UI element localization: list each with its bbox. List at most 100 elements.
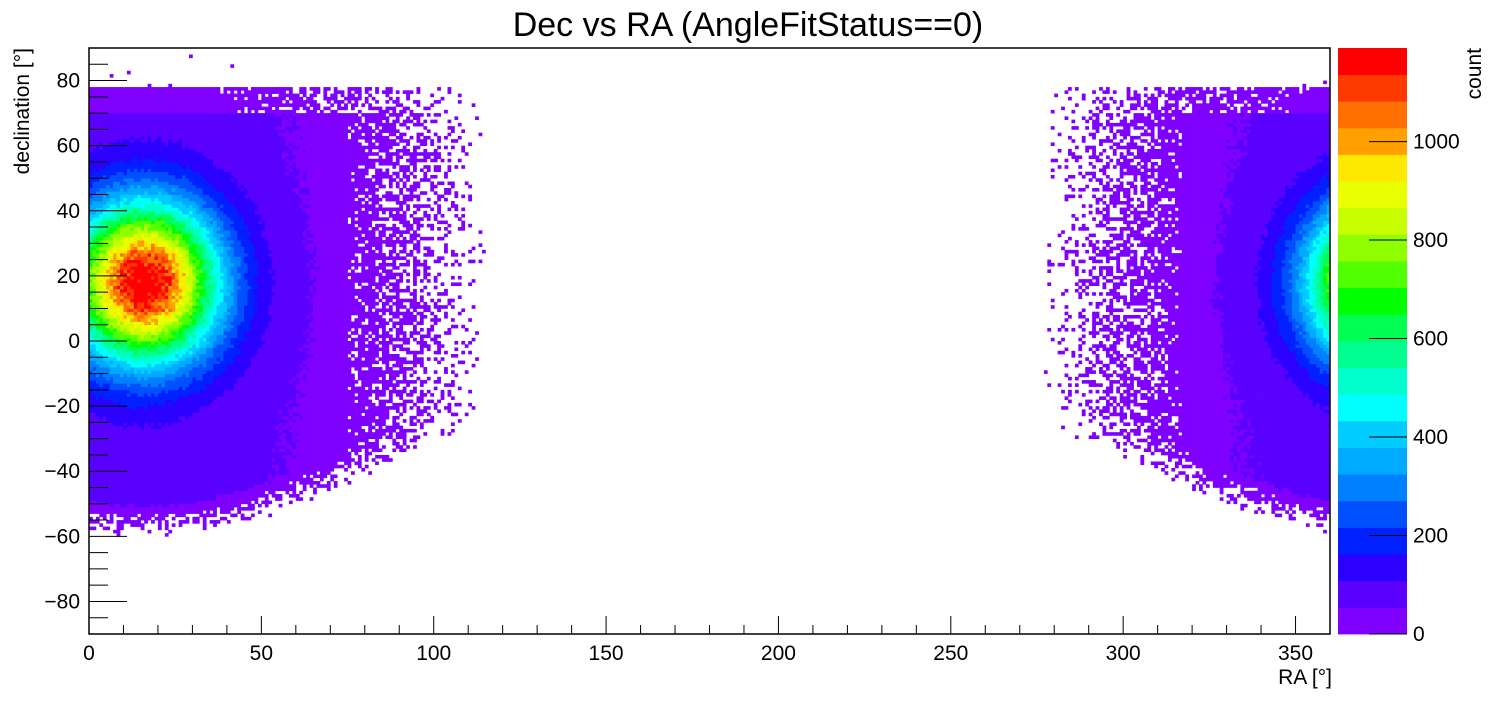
- heatmap-cell: [202, 334, 207, 339]
- heatmap-cell: [133, 90, 138, 94]
- heatmap-cell: [192, 419, 197, 423]
- heatmap-cell: [195, 480, 200, 485]
- heatmap-cell: [140, 409, 145, 413]
- heatmap-cell: [109, 288, 114, 293]
- heatmap-cell: [154, 500, 159, 505]
- heatmap-cell: [188, 194, 193, 199]
- heatmap-cell: [209, 87, 214, 91]
- heatmap-cell: [109, 292, 114, 296]
- heatmap-cell: [192, 454, 197, 459]
- heatmap-cell: [113, 500, 117, 505]
- heatmap-cell: [109, 461, 114, 466]
- heatmap-cell: [89, 155, 93, 160]
- heatmap-cell: [133, 106, 138, 111]
- heatmap-cell: [161, 393, 166, 397]
- heatmap-cell: [102, 422, 107, 426]
- heatmap-cell: [99, 174, 104, 179]
- heatmap-cell: [164, 223, 169, 228]
- heatmap-cell: [89, 445, 93, 449]
- heatmap-cell: [182, 305, 186, 309]
- heatmap-cell: [116, 415, 121, 420]
- heatmap-cell: [109, 119, 114, 124]
- heatmap-cell: [209, 347, 214, 352]
- heatmap-cell: [161, 207, 166, 212]
- heatmap-cell: [126, 223, 131, 228]
- heatmap-cell: [192, 240, 197, 244]
- heatmap-cell: [206, 256, 211, 260]
- heatmap-cell: [113, 477, 117, 482]
- heatmap-cell: [151, 441, 155, 446]
- heatmap-cell: [120, 500, 124, 505]
- heatmap-cell: [202, 285, 207, 290]
- heatmap-cell: [175, 295, 179, 300]
- heatmap-cell: [164, 275, 169, 280]
- heatmap-cell: [109, 445, 114, 449]
- heatmap-cell: [213, 100, 217, 104]
- heatmap-cell: [144, 494, 148, 498]
- heatmap-cell: [206, 438, 211, 443]
- heatmap-cell: [192, 178, 197, 182]
- heatmap-cell: [92, 96, 97, 101]
- heatmap-cell: [109, 422, 114, 426]
- heatmap-cell: [99, 507, 104, 511]
- heatmap-cell: [216, 357, 221, 361]
- heatmap-cell: [171, 396, 176, 400]
- heatmap-cell: [140, 344, 145, 348]
- heatmap-cell: [151, 132, 155, 137]
- heatmap-cell: [199, 409, 204, 413]
- heatmap-cell: [109, 337, 114, 342]
- heatmap-cell: [151, 181, 155, 186]
- heatmap-cell: [106, 256, 111, 260]
- heatmap-cell: [95, 165, 100, 169]
- heatmap-cell: [154, 497, 159, 501]
- heatmap-cell: [175, 357, 179, 361]
- heatmap-cell: [106, 100, 111, 104]
- heatmap-cell: [151, 406, 155, 410]
- heatmap-cell: [95, 500, 100, 505]
- heatmap-cell: [106, 174, 111, 179]
- heatmap-cell: [164, 513, 169, 518]
- heatmap-cell: [154, 214, 159, 218]
- heatmap-cell: [171, 311, 176, 316]
- heatmap-cell: [195, 458, 200, 462]
- heatmap-cell: [157, 360, 162, 365]
- heatmap-cell: [213, 415, 217, 420]
- heatmap-cell: [206, 318, 211, 322]
- heatmap-cell: [182, 282, 186, 287]
- heatmap-cell: [113, 230, 117, 234]
- heatmap-cell: [95, 389, 100, 394]
- heatmap-cell: [109, 132, 114, 137]
- heatmap-cell: [182, 454, 186, 459]
- heatmap-cell: [151, 373, 155, 378]
- heatmap-cell: [161, 90, 166, 94]
- heatmap-cell: [185, 308, 190, 313]
- heatmap-cell: [202, 526, 207, 531]
- heatmap-cell: [199, 298, 204, 303]
- heatmap-cell: [216, 344, 221, 348]
- heatmap-cell: [192, 161, 197, 166]
- heatmap-cell: [157, 334, 162, 339]
- heatmap-cell: [120, 103, 124, 107]
- heatmap-cell: [130, 406, 135, 410]
- heatmap-cell: [164, 181, 169, 186]
- heatmap-cell: [182, 327, 186, 332]
- heatmap-cell: [92, 490, 97, 495]
- heatmap-cell: [95, 191, 100, 195]
- heatmap-cell: [92, 445, 97, 449]
- heatmap-cell: [209, 266, 214, 270]
- heatmap-cell: [199, 367, 204, 371]
- heatmap-cell: [175, 119, 179, 124]
- heatmap-cell: [99, 181, 104, 186]
- heatmap-cell: [192, 484, 197, 488]
- heatmap-cell: [209, 360, 214, 365]
- heatmap-cell: [206, 168, 211, 173]
- heatmap-cell: [109, 438, 114, 443]
- heatmap-cell: [213, 279, 217, 283]
- heatmap-cell: [95, 256, 100, 260]
- heatmap-cell: [106, 363, 111, 368]
- heatmap-cell: [99, 132, 104, 137]
- heatmap-cell: [182, 298, 186, 303]
- heatmap-cell: [182, 194, 186, 199]
- heatmap-cell: [137, 90, 142, 94]
- heatmap-cell: [130, 441, 135, 446]
